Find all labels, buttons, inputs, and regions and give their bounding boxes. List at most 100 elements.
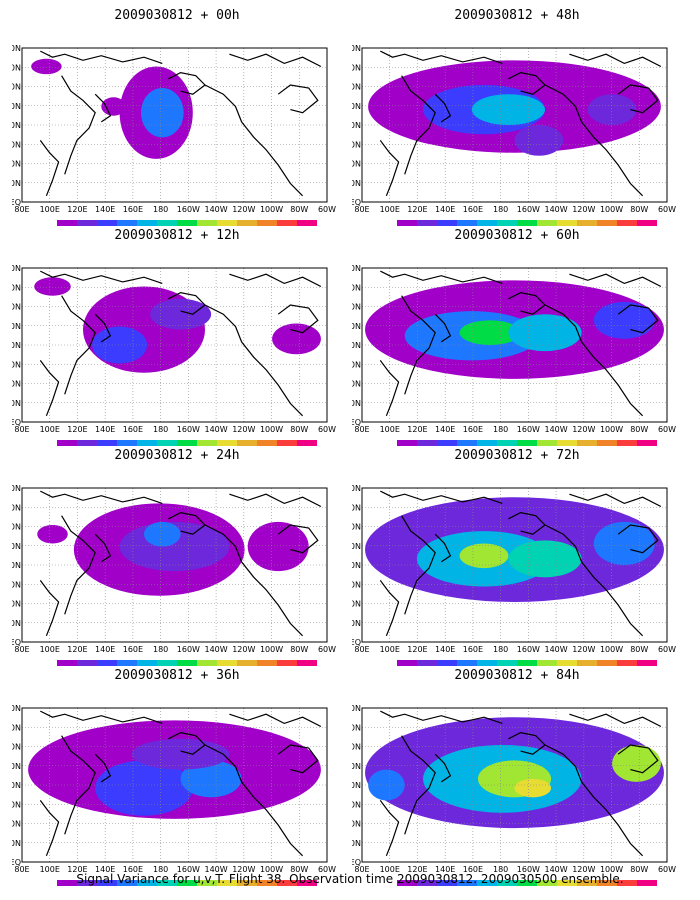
map-panel: 2009030812 + 36h 80N 70N 60N 50N 40N 30N 20N 10N… — [12, 668, 342, 886]
lat-tick-label: 20N — [352, 820, 361, 829]
lat-tick-label: 30N — [352, 580, 361, 589]
lat-tick-label: 80N — [12, 264, 21, 273]
coastline — [168, 71, 206, 95]
colorbar-swatch — [557, 220, 577, 226]
colorbar-swatch — [457, 660, 477, 666]
lat-tick-label: 40N — [12, 781, 21, 790]
lon-tick-label: 140W — [204, 645, 227, 654]
coastline — [277, 744, 319, 774]
coastline — [401, 295, 436, 395]
panel-title: 2009030812 + 00h — [114, 8, 240, 23]
lon-tick-label: 60W — [318, 425, 336, 434]
colorbar-swatch — [137, 880, 157, 886]
lon-tick-label: 160E — [463, 645, 483, 654]
contour-region — [508, 314, 582, 352]
lat-tick-label: 10N — [12, 399, 21, 408]
lat-tick-label: 50N — [352, 542, 361, 551]
lon-tick-label: 160E — [123, 865, 143, 874]
map-frame — [21, 47, 328, 203]
panel-title: 2009030812 + 24h — [114, 448, 240, 463]
colorbar-swatch — [397, 440, 417, 446]
lon-tick-label: 100W — [600, 645, 623, 654]
colorbar-swatch — [277, 660, 297, 666]
lat-tick-label: 70N — [352, 63, 361, 72]
lon-tick-label: 60W — [658, 205, 676, 214]
coastline — [39, 360, 60, 417]
contour-region — [593, 301, 655, 339]
lon-tick-label: 100E — [380, 865, 400, 874]
coastline — [617, 524, 659, 554]
lon-tick-label: 80W — [290, 865, 308, 874]
colorbar-swatch — [257, 660, 277, 666]
lon-tick-label: 180 — [493, 865, 508, 874]
map-panel: 2009030812 + 24h 80N 70N 60N 50N 40N 30N 20N 10N… — [12, 448, 342, 666]
lat-tick-label: 40N — [12, 341, 21, 350]
lat-tick-label: EQ — [12, 858, 21, 867]
lat-tick-label: 50N — [352, 762, 361, 771]
colorbar-swatch — [237, 440, 257, 446]
lat-tick-label: 40N — [352, 561, 361, 570]
lat-tick-label: 10N — [12, 839, 21, 848]
lon-tick-label: 100E — [40, 205, 60, 214]
lon-tick-label: 100E — [380, 425, 400, 434]
lat-tick-label: EQ — [12, 198, 21, 207]
colorbar-swatch — [617, 440, 637, 446]
lon-tick-label: 100E — [40, 865, 60, 874]
lat-tick-label: 30N — [12, 580, 21, 589]
coastline — [544, 84, 644, 197]
colorbar-swatch — [97, 880, 117, 886]
lon-tick-label: 80W — [630, 645, 648, 654]
lon-tick-label: 160W — [177, 865, 200, 874]
coastline — [94, 753, 112, 783]
lat-tick-label: 80N — [352, 44, 361, 53]
lon-tick-label: 100W — [260, 865, 283, 874]
coastline — [229, 273, 322, 288]
colorbar-swatch — [257, 880, 277, 886]
lat-tick-label: 70N — [12, 283, 21, 292]
colorbar-swatch — [437, 220, 457, 226]
colorbar-swatch — [117, 660, 137, 666]
lat-tick-label: 60N — [352, 303, 361, 312]
coastline — [544, 744, 644, 857]
lon-tick-label: 160W — [517, 865, 540, 874]
map-panel: 2009030812 + 84h 80N 70N 60N 50N 40N 30N 20N 10N… — [352, 668, 682, 886]
colorbar-swatch — [577, 660, 597, 666]
contour-region — [150, 298, 212, 330]
contour-region — [471, 94, 545, 125]
lon-tick-label: 120E — [67, 645, 87, 654]
lat-tick-label: EQ — [12, 418, 21, 427]
contour-region — [37, 524, 68, 544]
coastline — [508, 511, 546, 535]
lon-tick-label: 180 — [493, 645, 508, 654]
lon-tick-label: 140E — [95, 865, 115, 874]
map-frame — [361, 487, 668, 643]
coastline — [617, 304, 659, 334]
lon-tick-label: 160W — [177, 205, 200, 214]
lon-tick-label: 140E — [95, 205, 115, 214]
colorbar-swatch — [597, 660, 617, 666]
colorbar-swatch — [617, 880, 637, 886]
lon-tick-label: 100E — [380, 205, 400, 214]
colorbar-swatch — [457, 220, 477, 226]
lat-tick-label: 80N — [352, 704, 361, 713]
colorbar-swatch — [117, 220, 137, 226]
lon-tick-label: 60W — [658, 645, 676, 654]
contour-region — [101, 97, 126, 116]
lon-tick-label: 80W — [290, 645, 308, 654]
colorbar-swatch — [177, 660, 197, 666]
lon-tick-label: 80E — [14, 865, 29, 874]
colorbar-swatch — [237, 660, 257, 666]
colorbar-swatch — [417, 880, 437, 886]
lon-tick-label: 100W — [260, 645, 283, 654]
lon-tick-label: 140W — [204, 425, 227, 434]
lon-tick-label: 60W — [318, 645, 336, 654]
coastline — [379, 580, 400, 637]
lon-tick-label: 120E — [407, 425, 427, 434]
coastline — [434, 93, 452, 123]
coastline — [544, 304, 644, 417]
lat-tick-label: 60N — [12, 83, 21, 92]
